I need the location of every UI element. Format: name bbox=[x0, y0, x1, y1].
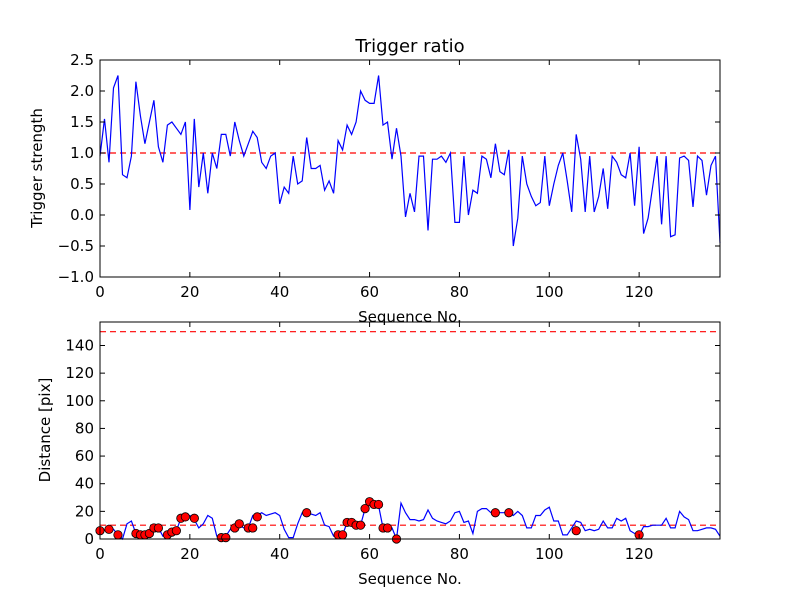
bottom-marker-point bbox=[302, 508, 312, 518]
bottom-x-tick-label: 100 bbox=[535, 545, 564, 563]
top-y-tick-label: 1.5 bbox=[70, 113, 94, 131]
bottom-marker-point bbox=[373, 499, 384, 510]
top-x-tick-label: 120 bbox=[625, 283, 654, 301]
bottom-axes-frame bbox=[99, 321, 721, 540]
bottom-x-tick-label: 80 bbox=[450, 545, 469, 563]
bottom-marker-point bbox=[360, 503, 370, 514]
bottom-marker-point bbox=[171, 526, 181, 536]
bottom-x-tick-label: 20 bbox=[180, 545, 199, 563]
top-x-tick-label: 100 bbox=[535, 283, 564, 301]
bottom-y-tick-label: 0 bbox=[84, 530, 94, 548]
bottom-marker-point bbox=[252, 512, 262, 522]
bottom-y-tick-label: 60 bbox=[75, 447, 94, 465]
bottom-marker-point bbox=[504, 508, 514, 518]
chart-distance: 0 20 40 60 80 100 120 0 20 40 60 80 100 120 140 Sequen… bbox=[36, 321, 721, 588]
bottom-marker-point bbox=[221, 533, 231, 543]
top-x-tick-label: 20 bbox=[180, 283, 199, 301]
bottom-marker-point bbox=[571, 526, 581, 536]
bottom-y-tick-label: 40 bbox=[75, 475, 94, 493]
top-chart-marks bbox=[99, 75, 721, 247]
bottom-x-axis-label: Sequence No. bbox=[358, 570, 462, 588]
bottom-marker-point bbox=[234, 519, 244, 529]
bottom-marker-point bbox=[189, 513, 199, 523]
bottom-marker-point bbox=[355, 520, 366, 530]
bottom-marker-point bbox=[338, 530, 348, 540]
bottom-series-line-0 bbox=[100, 500, 721, 542]
top-y-tick-label: −1.0 bbox=[58, 268, 94, 286]
top-axis-ticks: 0 20 40 60 80 100 120 −1.0 −0.5 0.0 0.5 1.0 1.5 2.0 2.… bbox=[58, 51, 720, 301]
top-x-tick-label: 40 bbox=[270, 283, 289, 301]
top-y-tick-label: −0.5 bbox=[58, 237, 94, 255]
top-y-tick-label: 2.5 bbox=[70, 51, 94, 69]
bottom-x-tick-label: 120 bbox=[625, 545, 654, 563]
bottom-chart-marks bbox=[95, 331, 721, 544]
bottom-x-tick-label: 0 bbox=[95, 545, 105, 563]
bottom-marker-point bbox=[113, 530, 123, 540]
bottom-x-tick-label: 40 bbox=[270, 545, 289, 563]
bottom-y-axis-label: Distance [pix] bbox=[36, 378, 54, 483]
top-series-line-0 bbox=[99, 75, 721, 247]
top-y-axis-label: Trigger strength bbox=[28, 108, 46, 229]
top-y-tick-label: 0.5 bbox=[70, 175, 94, 193]
bottom-y-tick-label: 20 bbox=[75, 502, 94, 520]
chart-trigger-ratio: Trigger ratio 0 20 40 60 80 100 120 −1.0 −0.5 0.0… bbox=[28, 36, 721, 326]
chart-title: Trigger ratio bbox=[354, 36, 464, 57]
top-x-tick-label: 80 bbox=[450, 283, 469, 301]
top-axes-frame bbox=[99, 59, 721, 278]
bottom-marker-point bbox=[248, 523, 258, 533]
bottom-marker-point bbox=[180, 512, 190, 522]
bottom-y-tick-label: 100 bbox=[65, 392, 94, 410]
bottom-y-tick-label: 120 bbox=[65, 364, 94, 382]
top-x-tick-label: 0 bbox=[95, 283, 105, 301]
bottom-y-tick-label: 140 bbox=[65, 336, 94, 354]
top-y-tick-label: 2.0 bbox=[70, 82, 94, 100]
bottom-marker-point bbox=[490, 508, 500, 518]
bottom-marker-point bbox=[104, 524, 114, 534]
top-x-axis-label: Sequence No. bbox=[358, 308, 462, 326]
top-y-tick-label: 0.0 bbox=[70, 206, 94, 224]
bottom-y-tick-label: 80 bbox=[75, 419, 94, 437]
bottom-axis-ticks: 0 20 40 60 80 100 120 0 20 40 60 80 100 120 140 bbox=[65, 322, 720, 563]
bottom-x-tick-label: 60 bbox=[360, 545, 379, 563]
top-x-tick-label: 60 bbox=[360, 283, 379, 301]
top-y-tick-label: 1.0 bbox=[70, 144, 94, 162]
bottom-marker-point bbox=[153, 523, 164, 533]
bottom-marker-point bbox=[382, 523, 393, 533]
